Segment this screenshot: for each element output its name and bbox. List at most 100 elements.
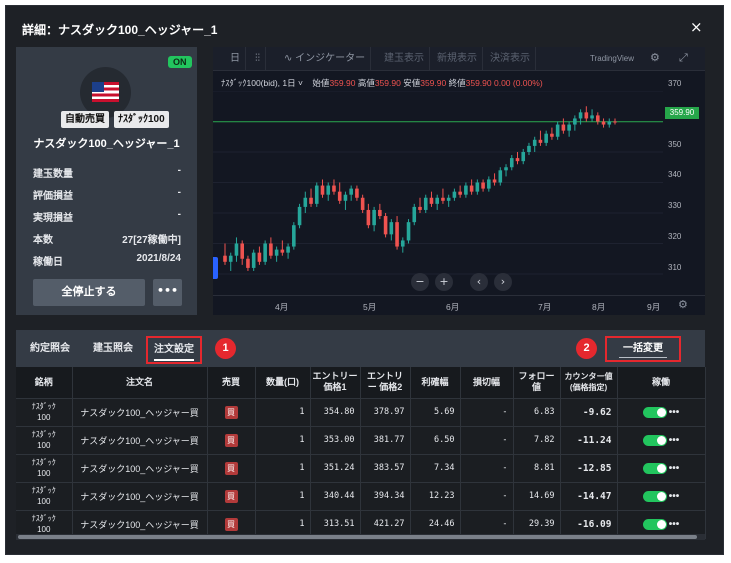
table-row[interactable]: ﾅｽﾀﾞｯｸ 100 ナスダック100_ヘッジャー買 買 1 313.51 42… xyxy=(16,510,706,539)
horizontal-scrollbar[interactable] xyxy=(16,534,705,540)
cell-order-name: ナスダック100_ヘッジャー買 xyxy=(72,454,208,483)
buy-badge: 買 xyxy=(224,517,238,531)
bulk-change-label: 一括変更 xyxy=(619,341,667,358)
scrollbar-thumb[interactable] xyxy=(18,535,697,539)
zoom-in-button[interactable]: + xyxy=(435,273,453,291)
candle-body xyxy=(464,185,468,195)
candle-body xyxy=(280,249,285,253)
cell-entry-price-2: 394.34 xyxy=(360,482,411,511)
buy-badge: 買 xyxy=(224,405,238,419)
row-more-button[interactable]: ••• xyxy=(668,434,680,446)
candle-style-icon[interactable]: ⫶⫶ xyxy=(250,47,266,71)
candle-body xyxy=(320,185,325,195)
show-new-orders-button[interactable]: 新規表示 xyxy=(432,47,483,71)
candle-body xyxy=(343,194,348,201)
gear-icon[interactable]: ⚙ xyxy=(650,51,660,64)
us-flag-icon xyxy=(92,82,119,102)
col-header-side: 売買 xyxy=(207,367,256,399)
candle-body xyxy=(389,222,394,235)
close-icon[interactable]: × xyxy=(690,18,703,36)
active-toggle[interactable] xyxy=(642,518,667,530)
bulk-change-button[interactable]: 一括変更 xyxy=(605,336,681,362)
active-toggle[interactable] xyxy=(642,434,667,446)
candle-body xyxy=(544,133,548,143)
strategy-card: ON 自動売買 ﾅｽﾀﾞｯｸ100 ナスダック100_ヘッジャー_1 建玉数量 … xyxy=(16,47,197,315)
candle-body xyxy=(360,197,365,210)
cell-take-profit: 24.46 xyxy=(410,510,461,539)
status-badge: ON xyxy=(168,56,192,68)
candle-body xyxy=(251,252,256,268)
active-toggle[interactable] xyxy=(642,462,667,474)
x-tick-label: 4月 xyxy=(275,302,289,312)
flag-avatar xyxy=(80,67,131,118)
cell-symbol: ﾅｽﾀﾞｯｸ 100 xyxy=(16,454,73,483)
symbol-selector[interactable]: ﾅｽﾀﾞｯｸ100(bid), 1日 ˅ xyxy=(221,78,303,88)
chart-toolbar: 日 ⫶⫶ ∿ インジケーター 建玉表示 新規表示 決済表示 TradingVie… xyxy=(213,47,705,71)
open-value: 359.90 xyxy=(329,78,356,88)
scroll-right-button[interactable]: › xyxy=(494,273,512,291)
buy-badge: 買 xyxy=(224,433,238,447)
chart-settings-icon[interactable]: ⚙ xyxy=(678,299,688,311)
candle-body xyxy=(240,243,245,259)
candle-body xyxy=(452,191,457,198)
show-positions-button[interactable]: 建玉表示 xyxy=(379,47,430,71)
candle-body xyxy=(590,115,594,119)
cell-entry-price-1: 351.24 xyxy=(310,454,361,483)
cell-quantity: 1 xyxy=(255,510,311,539)
tab-executions[interactable]: 約定照会 xyxy=(30,343,70,354)
zoom-out-button[interactable]: − xyxy=(411,273,429,291)
y-tick-label: 350 xyxy=(668,140,682,149)
cell-take-profit: 12.23 xyxy=(410,482,461,511)
row-more-button[interactable]: ••• xyxy=(668,518,680,530)
col-header-counter: カウンター値 (価格指定) xyxy=(560,367,618,399)
candle-body xyxy=(332,185,336,192)
ohlc-legend: ﾅｽﾀﾞｯｸ100(bid), 1日 ˅ 始値359.90 高値359.90 安… xyxy=(221,77,543,89)
high-label: 高値 xyxy=(357,78,375,88)
chart-side-handle[interactable] xyxy=(213,257,218,279)
y-tick-label: 310 xyxy=(668,263,682,272)
interval-button[interactable]: 日 xyxy=(225,47,246,71)
candle-body xyxy=(383,216,388,235)
dialog-title: 詳細：ナスダック100_ヘッジャー_1 xyxy=(22,23,218,37)
price-chart[interactable]: 日 ⫶⫶ ∿ インジケーター 建玉表示 新規表示 決済表示 TradingVie… xyxy=(213,47,705,315)
active-toggle[interactable] xyxy=(642,406,667,418)
table-row[interactable]: ﾅｽﾀﾞｯｸ 100 ナスダック100_ヘッジャー買 買 1 340.44 39… xyxy=(16,482,706,511)
tab-order-settings[interactable]: 注文設定 xyxy=(146,336,202,364)
row-more-button[interactable]: ••• xyxy=(668,462,680,474)
table-row[interactable]: ﾅｽﾀﾞｯｸ 100 ナスダック100_ヘッジャー買 買 1 353.00 38… xyxy=(16,426,706,455)
row-more-button[interactable]: ••• xyxy=(668,490,680,502)
candlestick-plot[interactable] xyxy=(213,91,663,291)
candle-body xyxy=(349,188,353,195)
y-tick-label: 340 xyxy=(668,170,682,179)
candle-body xyxy=(595,115,600,122)
table-row[interactable]: ﾅｽﾀﾞｯｸ 100 ナスダック100_ヘッジャー買 買 1 354.80 37… xyxy=(16,398,706,427)
candle-body xyxy=(584,112,589,119)
cell-order-name: ナスダック100_ヘッジャー買 xyxy=(72,482,208,511)
candle-body xyxy=(504,167,508,171)
tab-positions[interactable]: 建玉照会 xyxy=(93,343,133,354)
cell-side: 買 xyxy=(207,454,256,483)
candle-body xyxy=(292,225,296,247)
stat-label: 実現損益 xyxy=(33,213,73,224)
candle-body xyxy=(400,240,405,247)
active-toggle[interactable] xyxy=(642,490,667,502)
candle-body xyxy=(423,197,428,210)
candle-body xyxy=(573,118,577,125)
stop-all-button[interactable]: 全停止する xyxy=(33,279,145,306)
candle-body xyxy=(458,191,462,195)
expand-icon[interactable]: ⤢ xyxy=(679,51,688,64)
candle-body xyxy=(515,158,520,162)
scroll-left-button[interactable]: ‹ xyxy=(470,273,488,291)
table-row[interactable]: ﾅｽﾀﾞｯｸ 100 ナスダック100_ヘッジャー買 買 1 351.24 38… xyxy=(16,454,706,483)
more-options-button[interactable]: ••• xyxy=(153,279,182,306)
cell-quantity: 1 xyxy=(255,454,311,483)
cell-symbol: ﾅｽﾀﾞｯｸ 100 xyxy=(16,426,73,455)
show-settlements-button[interactable]: 決済表示 xyxy=(485,47,536,71)
tag-auto-trade: 自動売買 xyxy=(61,111,109,128)
cell-symbol: ﾅｽﾀﾞｯｸ 100 xyxy=(16,510,73,539)
row-more-button[interactable]: ••• xyxy=(668,406,680,418)
indicator-button[interactable]: ∿ インジケーター xyxy=(279,47,372,71)
cell-stop-loss: - xyxy=(460,398,514,427)
cell-active: ••• xyxy=(617,510,706,539)
candle-body xyxy=(555,124,560,137)
